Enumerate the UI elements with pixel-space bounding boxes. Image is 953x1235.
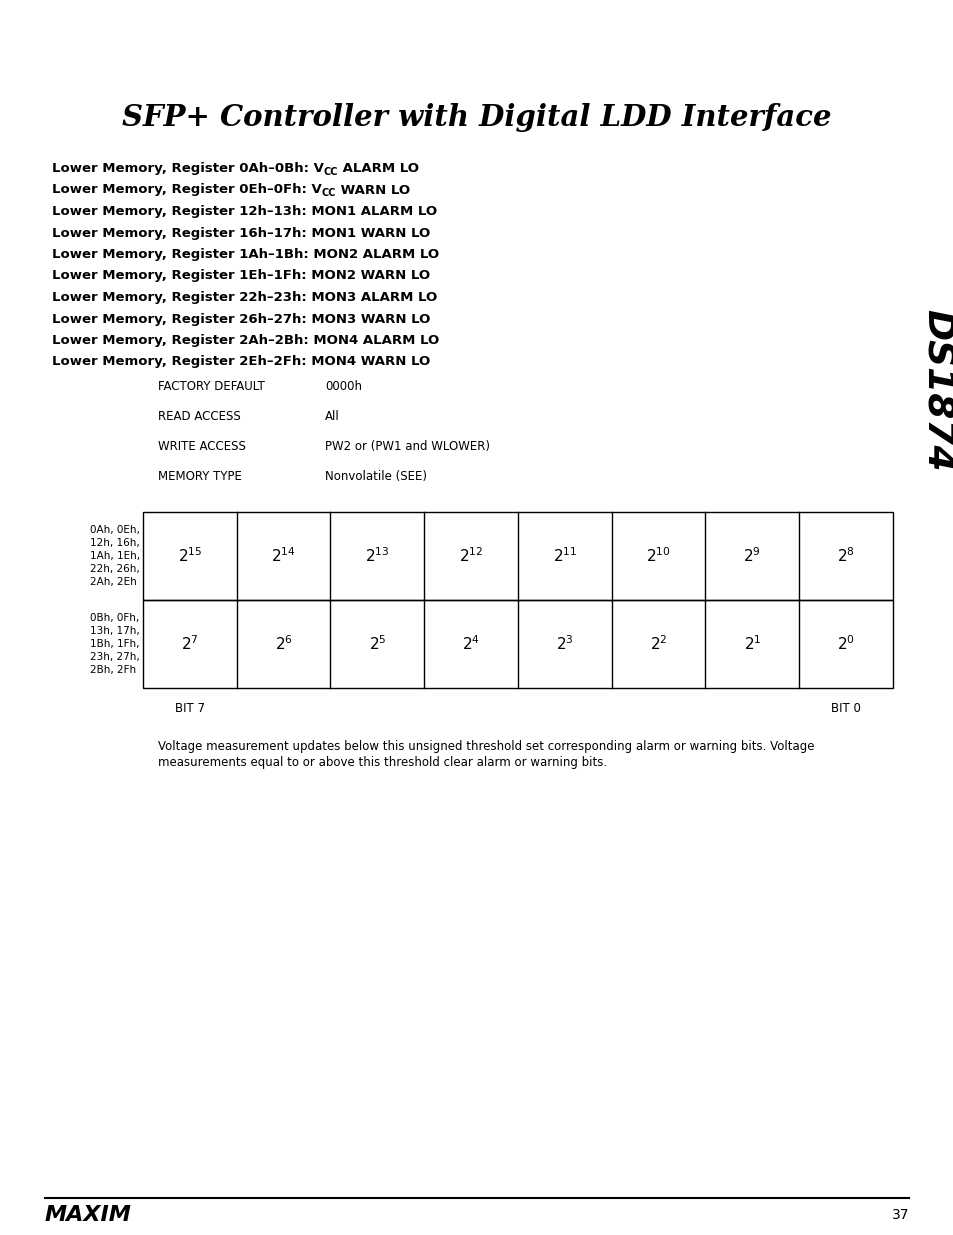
Text: $2^{8}$: $2^{8}$ [837, 547, 854, 566]
Text: $2^{3}$: $2^{3}$ [556, 635, 573, 653]
Text: $2^{4}$: $2^{4}$ [461, 635, 479, 653]
Text: $2^{15}$: $2^{15}$ [177, 547, 202, 566]
Text: Lower Memory, Register 0Eh–0Fh: V: Lower Memory, Register 0Eh–0Fh: V [52, 184, 321, 196]
Text: PW2 or (PW1 and WLOWER): PW2 or (PW1 and WLOWER) [325, 440, 490, 453]
Text: 37: 37 [890, 1208, 908, 1221]
Text: Lower Memory, Register 12h–13h: MON1 ALARM LO: Lower Memory, Register 12h–13h: MON1 ALA… [52, 205, 436, 219]
Text: $2^{11}$: $2^{11}$ [552, 547, 577, 566]
Text: BIT 7: BIT 7 [174, 701, 205, 715]
Text: Lower Memory, Register 16h–17h: MON1 WARN LO: Lower Memory, Register 16h–17h: MON1 WAR… [52, 226, 430, 240]
Text: 0Bh, 0Fh,
13h, 17h,
1Bh, 1Fh,
23h, 27h,
2Bh, 2Fh: 0Bh, 0Fh, 13h, 17h, 1Bh, 1Fh, 23h, 27h, … [91, 613, 140, 676]
Text: BIT 0: BIT 0 [830, 701, 861, 715]
Text: $2^{1}$: $2^{1}$ [742, 635, 760, 653]
Text: $2^{9}$: $2^{9}$ [742, 547, 760, 566]
Text: Lower Memory, Register 1Eh–1Fh: MON2 WARN LO: Lower Memory, Register 1Eh–1Fh: MON2 WAR… [52, 269, 430, 283]
Text: $2^{2}$: $2^{2}$ [649, 635, 667, 653]
Bar [143, 600, 892, 688]
Text: WRITE ACCESS: WRITE ACCESS [158, 440, 246, 453]
Bar [143, 513, 892, 600]
Text: $2^{6}$: $2^{6}$ [274, 635, 293, 653]
Text: Nonvolatile (SEE): Nonvolatile (SEE) [325, 471, 427, 483]
Text: MAXIM: MAXIM [45, 1205, 132, 1225]
Text: $2^{12}$: $2^{12}$ [458, 547, 483, 566]
Text: Lower Memory, Register 2Ah–2Bh: MON4 ALARM LO: Lower Memory, Register 2Ah–2Bh: MON4 ALA… [52, 333, 438, 347]
Text: Lower Memory, Register 26h–27h: MON3 WARN LO: Lower Memory, Register 26h–27h: MON3 WAR… [52, 312, 430, 326]
Text: $2^{10}$: $2^{10}$ [645, 547, 670, 566]
Text: Lower Memory, Register 2Eh–2Fh: MON4 WARN LO: Lower Memory, Register 2Eh–2Fh: MON4 WAR… [52, 356, 430, 368]
Text: DS1874: DS1874 [918, 309, 953, 472]
Text: FACTORY DEFAULT: FACTORY DEFAULT [158, 380, 265, 393]
Text: Voltage measurement updates below this unsigned threshold set corresponding alar: Voltage measurement updates below this u… [158, 740, 814, 753]
Text: Lower Memory, Register 22h–23h: MON3 ALARM LO: Lower Memory, Register 22h–23h: MON3 ALA… [52, 291, 436, 304]
Text: Lower Memory, Register 0Ah–0Bh: V: Lower Memory, Register 0Ah–0Bh: V [52, 162, 323, 175]
Text: CC: CC [321, 189, 335, 199]
Text: CC: CC [323, 167, 338, 177]
Text: SFP+ Controller with Digital LDD Interface: SFP+ Controller with Digital LDD Interfa… [122, 104, 831, 132]
Text: $2^{7}$: $2^{7}$ [181, 635, 198, 653]
Text: Lower Memory, Register 1Ah–1Bh: MON2 ALARM LO: Lower Memory, Register 1Ah–1Bh: MON2 ALA… [52, 248, 438, 261]
Text: $2^{5}$: $2^{5}$ [368, 635, 386, 653]
Text: WARN LO: WARN LO [335, 184, 410, 196]
Text: 0Ah, 0Eh,
12h, 16h,
1Ah, 1Eh,
22h, 26h,
2Ah, 2Eh: 0Ah, 0Eh, 12h, 16h, 1Ah, 1Eh, 22h, 26h, … [90, 525, 140, 588]
Text: $2^{13}$: $2^{13}$ [365, 547, 389, 566]
Text: MEMORY TYPE: MEMORY TYPE [158, 471, 242, 483]
Text: $2^{0}$: $2^{0}$ [836, 635, 854, 653]
Text: 0000h: 0000h [325, 380, 361, 393]
Text: measurements equal to or above this threshold clear alarm or warning bits.: measurements equal to or above this thre… [158, 756, 606, 769]
Text: All: All [325, 410, 339, 424]
Text: ALARM LO: ALARM LO [338, 162, 419, 175]
Text: $2^{14}$: $2^{14}$ [271, 547, 295, 566]
Text: READ ACCESS: READ ACCESS [158, 410, 240, 424]
